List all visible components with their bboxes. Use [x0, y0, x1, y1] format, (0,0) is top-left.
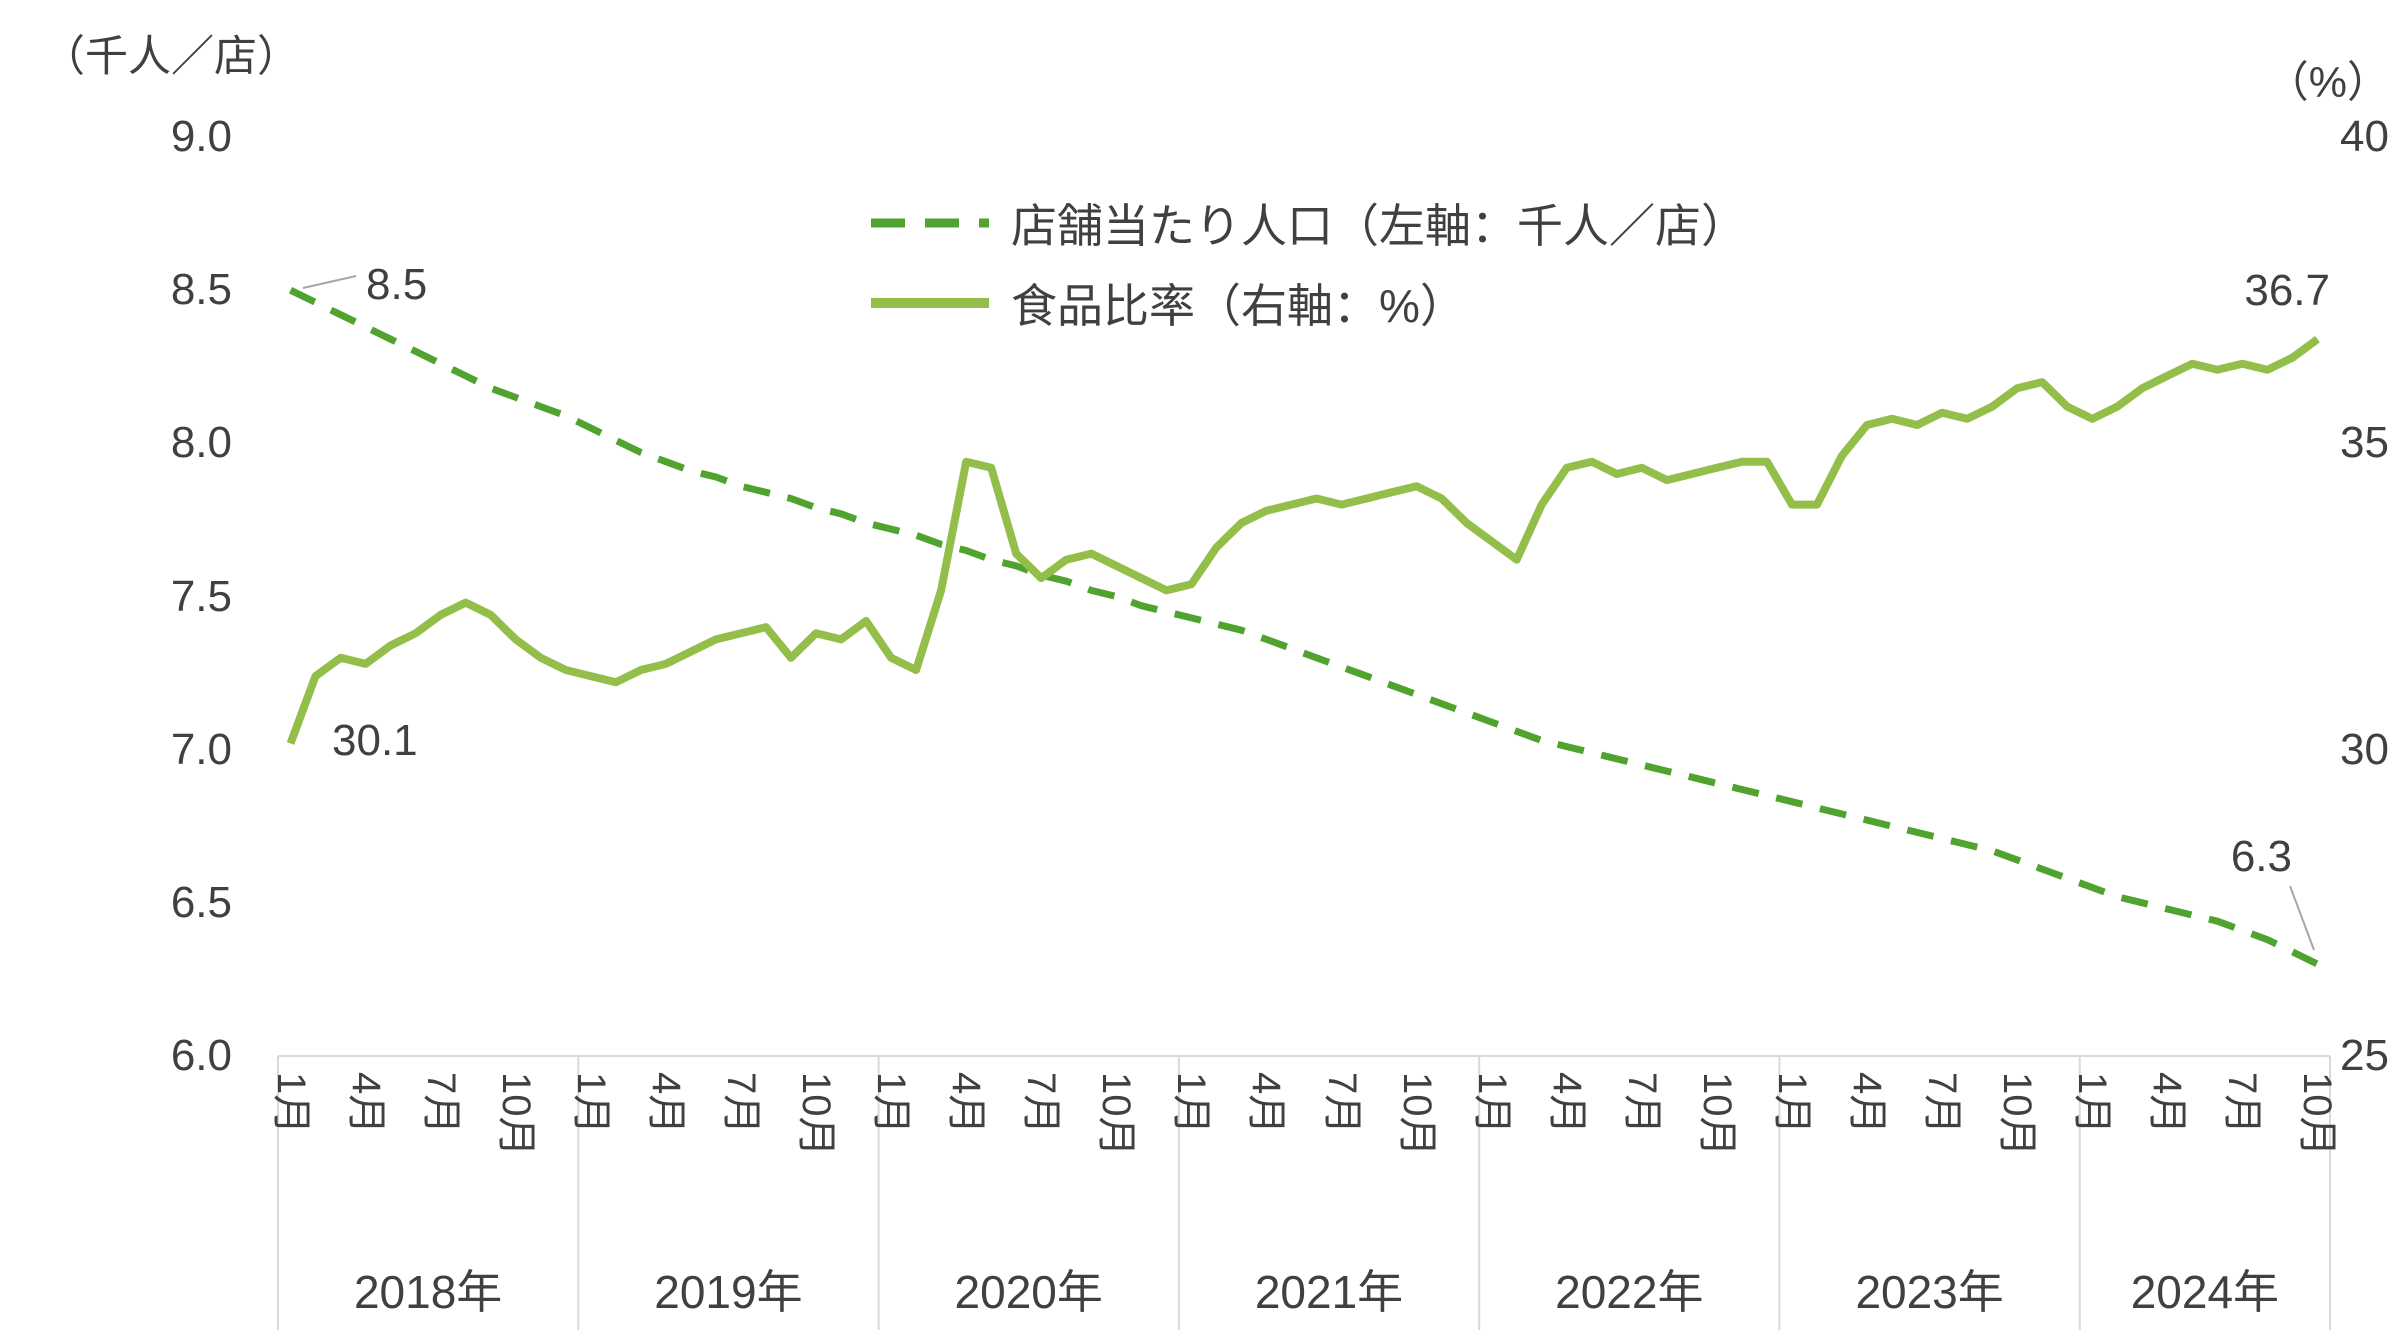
x-axis-month-label: 10月: [1394, 1072, 1439, 1157]
data-label-end-left: 6.3: [2230, 832, 2292, 881]
x-axis-month-label: 4月: [2145, 1072, 2190, 1135]
x-axis-month-label: 1月: [869, 1072, 914, 1135]
leader-line-start-left: [302, 275, 357, 289]
x-axis-year-label: 2022年: [1555, 1266, 1704, 1318]
legend-label-store-population: 店舗当たり人口（左軸：千人／店）: [1011, 200, 1747, 252]
right-axis-tick-label: 30: [2340, 724, 2389, 774]
x-axis-month-label: 10月: [1094, 1072, 1139, 1157]
x-axis-month-label: 10月: [794, 1072, 839, 1157]
x-axis-month-label: 4月: [1544, 1072, 1589, 1135]
x-axis-month-label: 4月: [343, 1072, 388, 1135]
right-axis-tick-label: 35: [2340, 418, 2389, 468]
left-axis-tick-label: 6.5: [170, 877, 232, 927]
data-label-end-right: 36.7: [2244, 266, 2330, 315]
x-axis-month-label: 1月: [1769, 1072, 1814, 1135]
right-axis-tick-label: 40: [2340, 112, 2389, 161]
x-axis-month-label: 10月: [2295, 1072, 2340, 1157]
x-axis-month-label: 4月: [944, 1072, 989, 1135]
x-axis-month-label: 4月: [1244, 1072, 1289, 1135]
x-axis-month-label: 1月: [268, 1072, 313, 1135]
legend-item-store-population: 店舗当たり人口（左軸：千人／店）: [869, 190, 1747, 256]
x-axis-month-label: 10月: [1694, 1072, 1739, 1157]
series-line-dashed: [288, 287, 2320, 968]
leader-line-end-left: [2289, 885, 2315, 951]
left-axis-tick-label: 9.0: [170, 112, 232, 161]
left-axis-tick-label: 6.0: [170, 1031, 232, 1080]
x-axis-month-label: 1月: [568, 1072, 613, 1135]
x-axis-year-label: 2021年: [1254, 1266, 1404, 1318]
legend: 店舗当たり人口（左軸：千人／店） 食品比率（右軸：%）: [869, 190, 1747, 336]
x-axis-year-label: 2020年: [954, 1266, 1103, 1318]
left-axis-tick-label: 7.5: [170, 571, 232, 621]
x-axis-month-label: 7月: [418, 1072, 463, 1135]
x-axis-month-label: 4月: [643, 1072, 688, 1135]
data-label-start-right: 30.1: [332, 716, 418, 765]
data-label-start-left: 8.5: [366, 260, 428, 309]
legend-label-food-ratio: 食品比率（右軸：%）: [1011, 280, 1466, 332]
x-axis-year-label: 2024年: [2130, 1266, 2280, 1318]
x-axis-year-label: 2023年: [1855, 1266, 2004, 1318]
x-axis-month-label: 7月: [1619, 1072, 1664, 1135]
x-axis-month-label: 7月: [718, 1072, 763, 1135]
solid-line-icon: [871, 298, 989, 308]
x-axis-month-label: 1月: [1469, 1072, 1514, 1135]
x-axis-month-label: 10月: [493, 1072, 538, 1157]
series-line-solid: [286, 335, 2320, 745]
x-axis-month-label: 7月: [1920, 1072, 1965, 1135]
x-axis-month-label: 4月: [1845, 1072, 1890, 1135]
x-axis-year-label: 2019年: [654, 1266, 803, 1318]
x-axis-month-label: 1月: [1169, 1072, 1214, 1135]
legend-item-food-ratio: 食品比率（右軸：%）: [869, 270, 1747, 336]
left-axis-unit-label: （千人／店）: [42, 33, 300, 81]
left-axis-tick-label: 7.0: [170, 724, 232, 774]
dashed-line-icon: [871, 218, 989, 228]
left-axis-tick-label: 8.5: [170, 265, 232, 315]
x-axis-month-label: 7月: [2220, 1072, 2265, 1135]
x-axis-year-label: 2018年: [353, 1266, 503, 1318]
right-axis-tick-label: 25: [2340, 1031, 2389, 1080]
x-axis-month-label: 7月: [1019, 1072, 1064, 1135]
left-axis-tick-label: 8.0: [170, 418, 232, 468]
x-axis-month-label: 10月: [1995, 1072, 2040, 1157]
x-axis-month-label: 1月: [2070, 1072, 2115, 1135]
x-axis-month-label: 7月: [1319, 1072, 1364, 1135]
right-axis-unit-label: （%）: [2265, 59, 2390, 107]
